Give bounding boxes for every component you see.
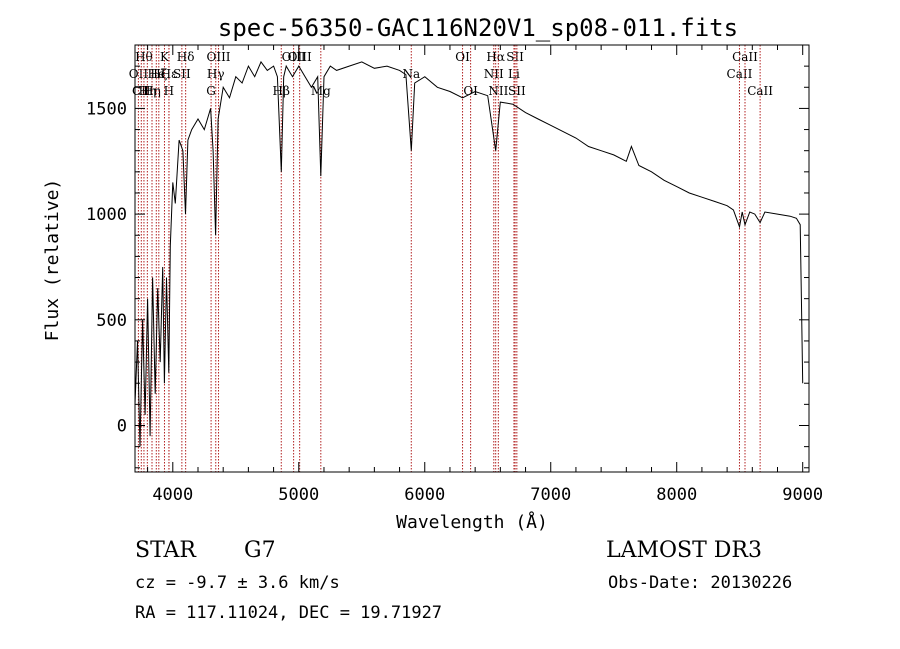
object-subclass: G7 (244, 538, 276, 563)
x-axis-label: Wavelength (Å) (396, 511, 548, 533)
line-label: SII (506, 50, 524, 64)
axis-ticks: 4000 5000 6000 7000 8000 9000 0 500 1000 1500 (86, 45, 823, 505)
spectrum-line (134, 60, 804, 447)
line-label: Hθ (135, 50, 153, 64)
line-label: K (160, 50, 170, 64)
x-tick-label: 5000 (278, 485, 319, 505)
line-label: OIII (206, 50, 230, 64)
line-label: Hη (143, 84, 161, 98)
line-label: Hα (486, 50, 505, 64)
line-label: NII (488, 84, 508, 98)
line-label: SII (508, 84, 526, 98)
line-label: Hβ (273, 84, 290, 98)
x-tick-label: 8000 (656, 485, 697, 505)
y-tick-label: 500 (96, 311, 127, 331)
line-label: Hδ (177, 50, 195, 64)
line-label: CaII (732, 50, 758, 64)
line-label: G (206, 84, 216, 98)
line-markers: OIICIIHθHηHηHeHζKHHεSIIHδGHγOIIIHβOIIIOI… (129, 45, 773, 472)
line-label: SII (173, 67, 191, 81)
survey-name: LAMOST DR3 (606, 538, 762, 563)
x-tick-label: 6000 (404, 485, 445, 505)
line-label: Mg (311, 84, 331, 98)
chart-title: spec-56350-GAC116N20V1_sp08-011.fits (218, 14, 738, 42)
x-tick-label: 7000 (530, 485, 571, 505)
plot-frame (134, 44, 810, 473)
line-label: NII (484, 67, 504, 81)
line-label: Hε (161, 67, 178, 81)
x-tick-label: 9000 (782, 485, 823, 505)
line-label: CaII (747, 84, 773, 98)
line-label: OII (129, 67, 149, 81)
y-tick-label: 0 (117, 416, 127, 436)
line-label: CaII (727, 67, 753, 81)
redshift-text: cz = -9.7 ± 3.6 km/s (135, 573, 340, 593)
line-label: He (148, 67, 166, 81)
coordinates: RA = 117.11024, DEC = 19.71927 (135, 603, 443, 623)
line-label: Hζ (150, 67, 167, 81)
object-class: STAR (135, 538, 196, 563)
line-label: Li (508, 67, 520, 81)
line-label: OIII (288, 50, 312, 64)
x-tick-label: 4000 (152, 485, 193, 505)
y-tick-label: 1500 (86, 99, 127, 119)
y-tick-label: 1000 (86, 205, 127, 225)
y-axis-label: Flux (relative) (42, 179, 63, 342)
obs-date: Obs-Date: 20130226 (608, 573, 793, 593)
line-label: OI (463, 84, 478, 98)
line-label: Hγ (207, 67, 225, 81)
line-label: Na (402, 67, 420, 81)
line-label: OI (455, 50, 470, 64)
